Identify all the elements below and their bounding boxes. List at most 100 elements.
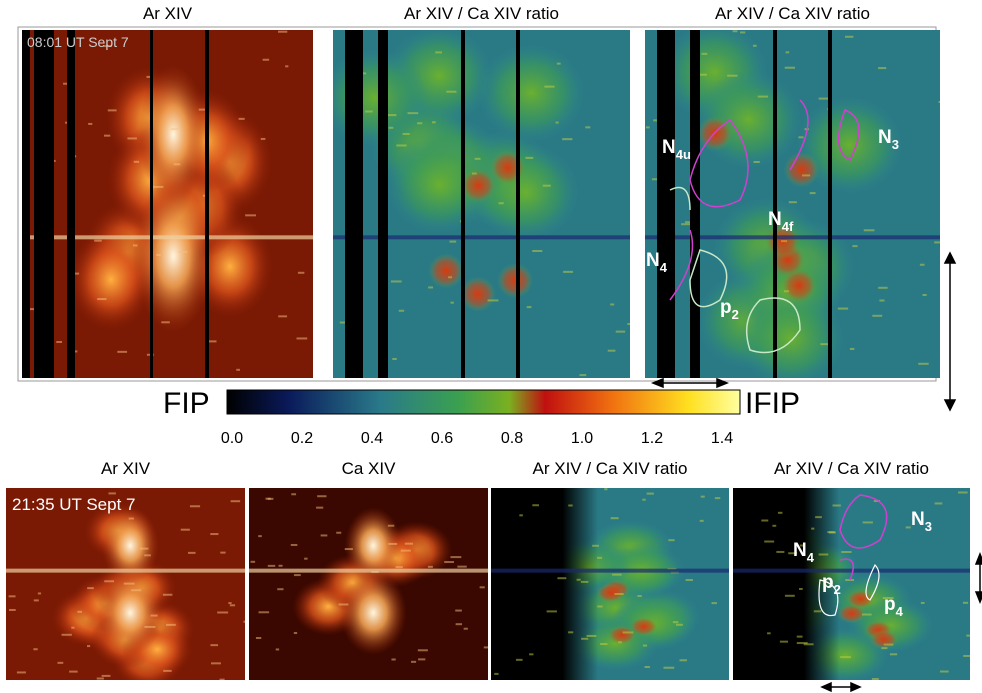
ratio-patch [737, 290, 845, 378]
noise [614, 593, 624, 596]
noise [156, 254, 161, 257]
noise [63, 82, 69, 85]
noise [163, 669, 172, 672]
noise [471, 172, 477, 175]
noise [285, 65, 289, 68]
noise [428, 286, 434, 289]
noise [228, 602, 232, 605]
panel-title: Ar XIV / Ca XIV ratio [774, 459, 929, 478]
noise [104, 134, 111, 137]
noise [57, 661, 64, 664]
noise [474, 157, 481, 160]
noise [920, 601, 925, 604]
noise [785, 51, 790, 54]
noise [238, 117, 245, 120]
noise [219, 678, 225, 680]
noise [144, 554, 151, 557]
noise [103, 45, 112, 48]
noise [243, 620, 245, 623]
noise [796, 642, 808, 645]
noise [455, 623, 463, 626]
noise [16, 671, 26, 674]
label-sub: 4 [896, 604, 904, 619]
noise [144, 625, 156, 628]
hband [22, 235, 313, 240]
image-panel [333, 30, 630, 378]
noise [101, 674, 111, 677]
noise [555, 121, 559, 124]
noise [832, 504, 841, 507]
noise [532, 249, 543, 252]
noise [339, 321, 347, 324]
colorbar-tick-label: 1.0 [571, 430, 593, 447]
panels: Ar XIV Ar XIV / Ca XIV ratio Ar XIV / Ca X… [6, 4, 970, 680]
label-base: N [911, 509, 925, 530]
region-label: N4f [768, 209, 794, 234]
stripe [150, 30, 153, 378]
noise [494, 672, 499, 675]
stripe [34, 30, 54, 378]
noise [293, 632, 298, 635]
label-sub: 4 [807, 550, 815, 565]
stripe [67, 30, 75, 378]
noise [73, 350, 78, 353]
noise [585, 126, 591, 129]
noise [390, 280, 402, 283]
contour [839, 494, 888, 581]
noise [679, 659, 687, 662]
noise [173, 163, 181, 166]
noise [777, 511, 783, 514]
noise [107, 109, 117, 112]
noise [188, 551, 196, 554]
emission [132, 179, 215, 333]
stripe [461, 30, 465, 378]
noise [97, 298, 107, 301]
noise [803, 643, 814, 646]
noise [776, 550, 785, 553]
noise [644, 666, 650, 669]
noise [127, 137, 137, 140]
noise [618, 641, 622, 644]
noise [526, 306, 532, 309]
noise [104, 580, 115, 583]
noise [627, 323, 630, 326]
noise [757, 95, 769, 98]
stripe [773, 30, 777, 378]
noise [162, 593, 173, 596]
noise [878, 67, 887, 70]
noise [642, 498, 646, 501]
ratio-patch [489, 150, 526, 185]
noise [417, 122, 423, 125]
stripe [828, 30, 832, 378]
noise [815, 516, 822, 519]
noise [849, 347, 855, 350]
noise [457, 565, 467, 568]
noise [642, 644, 648, 647]
noise [69, 670, 78, 673]
noise [544, 85, 555, 88]
label-sub: 2 [834, 582, 841, 597]
noise [448, 276, 453, 279]
label-base: N [662, 137, 676, 158]
label-base: p [720, 297, 732, 318]
noise [878, 286, 888, 289]
noise [711, 602, 717, 605]
noise [483, 646, 488, 649]
noise [802, 174, 811, 177]
noise [781, 240, 788, 243]
ratio-patch [460, 168, 497, 204]
hband [645, 235, 940, 240]
noise [529, 653, 534, 656]
panel-title: Ar XIV [101, 459, 151, 478]
dark-edge [491, 488, 729, 680]
noise [612, 573, 622, 576]
noise [841, 550, 852, 553]
noise [882, 597, 894, 600]
noise [133, 160, 140, 163]
arrows [650, 251, 982, 693]
noise [26, 308, 37, 311]
noise [180, 528, 190, 531]
noise [361, 72, 367, 75]
noise [818, 97, 830, 100]
noise [33, 648, 38, 651]
